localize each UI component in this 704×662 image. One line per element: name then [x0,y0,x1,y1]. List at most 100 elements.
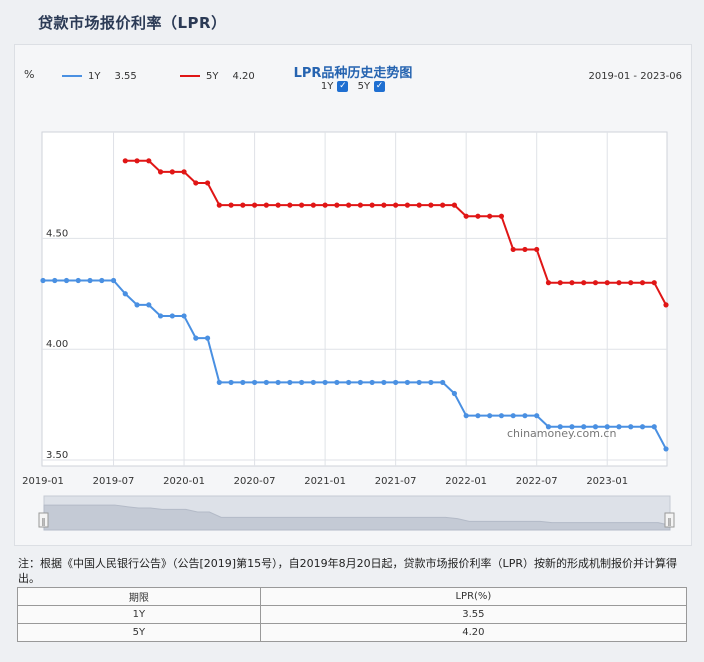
data-point-1y[interactable] [87,277,93,284]
data-point-1y[interactable] [169,313,175,319]
data-point-5y[interactable] [204,180,211,186]
data-point-5y[interactable] [428,202,434,208]
data-point-5y[interactable] [122,158,128,164]
data-point-1y[interactable] [592,424,599,430]
data-point-1y[interactable] [157,313,164,319]
data-point-1y[interactable] [487,413,493,419]
data-point-5y[interactable] [463,213,469,219]
data-point-5y[interactable] [287,202,293,208]
data-point-5y[interactable] [263,202,269,208]
data-point-5y[interactable] [545,280,552,286]
data-point-1y[interactable] [663,446,669,452]
data-point-5y[interactable] [663,302,669,308]
data-point-5y[interactable] [357,202,363,208]
toggle-5y[interactable]: 5Y ✓ [358,81,386,92]
data-point-5y[interactable] [604,280,610,286]
data-point-1y[interactable] [334,379,340,386]
data-point-1y[interactable] [545,424,552,430]
data-point-5y[interactable] [475,213,481,219]
data-point-5y[interactable] [628,280,634,286]
data-point-5y[interactable] [510,246,516,253]
data-point-1y[interactable] [451,390,458,397]
data-point-1y[interactable] [75,277,81,284]
data-point-1y[interactable] [181,313,187,319]
data-point-1y[interactable] [275,379,281,386]
data-point-5y[interactable] [134,158,140,164]
data-point-5y[interactable] [616,280,622,286]
data-point-5y[interactable] [381,202,387,208]
data-point-5y[interactable] [346,202,352,208]
data-point-1y[interactable] [628,424,634,430]
data-point-5y[interactable] [240,202,246,208]
data-point-5y[interactable] [592,280,599,286]
data-point-1y[interactable] [228,379,234,386]
data-point-5y[interactable] [451,202,458,208]
data-point-5y[interactable] [193,180,199,186]
data-point-5y[interactable] [157,169,164,175]
data-point-1y[interactable] [110,277,117,284]
data-point-5y[interactable] [440,202,446,208]
data-point-1y[interactable] [522,413,528,419]
data-point-5y[interactable] [322,202,328,208]
data-point-5y[interactable] [251,202,258,208]
data-point-1y[interactable] [534,413,540,419]
data-point-5y[interactable] [169,169,175,175]
data-point-5y[interactable] [639,280,646,286]
data-point-1y[interactable] [287,379,293,386]
data-point-5y[interactable] [404,202,410,208]
data-point-1y[interactable] [299,379,305,386]
data-point-1y[interactable] [322,379,328,386]
data-point-5y[interactable] [498,213,505,219]
data-point-1y[interactable] [63,277,70,284]
data-point-1y[interactable] [193,335,199,341]
data-point-5y[interactable] [299,202,305,208]
data-point-1y[interactable] [122,291,128,297]
data-point-1y[interactable] [616,424,622,430]
data-point-1y[interactable] [240,379,246,386]
data-point-5y[interactable] [228,202,234,208]
data-point-1y[interactable] [498,413,505,419]
data-point-1y[interactable] [216,379,222,386]
data-point-1y[interactable] [40,277,46,284]
data-point-1y[interactable] [475,413,481,419]
data-point-1y[interactable] [381,379,387,386]
data-point-1y[interactable] [463,413,469,419]
data-point-1y[interactable] [428,379,434,386]
data-point-1y[interactable] [52,277,58,284]
data-point-5y[interactable] [522,246,528,253]
data-point-5y[interactable] [534,246,540,253]
data-point-5y[interactable] [557,280,563,286]
data-point-1y[interactable] [581,424,587,430]
data-point-1y[interactable] [263,379,269,386]
data-point-1y[interactable] [134,302,140,308]
data-point-5y[interactable] [651,280,657,286]
checkbox-1y[interactable]: ✓ [337,81,349,92]
data-point-1y[interactable] [604,424,610,430]
data-point-1y[interactable] [440,379,446,386]
navigator-right-handle[interactable] [664,512,675,528]
checkbox-5y[interactable]: ✓ [374,81,386,92]
data-point-1y[interactable] [510,413,516,419]
data-point-5y[interactable] [581,280,587,286]
data-point-5y[interactable] [146,158,152,164]
data-point-1y[interactable] [393,379,399,386]
data-point-1y[interactable] [639,424,646,430]
data-point-1y[interactable] [99,277,105,284]
data-point-1y[interactable] [416,379,422,386]
data-point-1y[interactable] [204,335,211,341]
data-point-5y[interactable] [393,202,399,208]
data-point-1y[interactable] [569,424,575,430]
data-point-1y[interactable] [357,379,363,386]
data-point-1y[interactable] [346,379,352,386]
data-point-5y[interactable] [275,202,281,208]
range-navigator[interactable]: ‖ ‖ [38,495,675,531]
data-point-1y[interactable] [251,379,258,386]
navigator-left-handle[interactable] [38,512,49,528]
data-point-1y[interactable] [146,302,152,308]
data-point-5y[interactable] [181,169,187,175]
data-point-5y[interactable] [334,202,340,208]
data-point-1y[interactable] [557,424,563,430]
data-point-5y[interactable] [310,202,316,208]
data-point-5y[interactable] [216,202,222,208]
data-point-5y[interactable] [369,202,375,208]
